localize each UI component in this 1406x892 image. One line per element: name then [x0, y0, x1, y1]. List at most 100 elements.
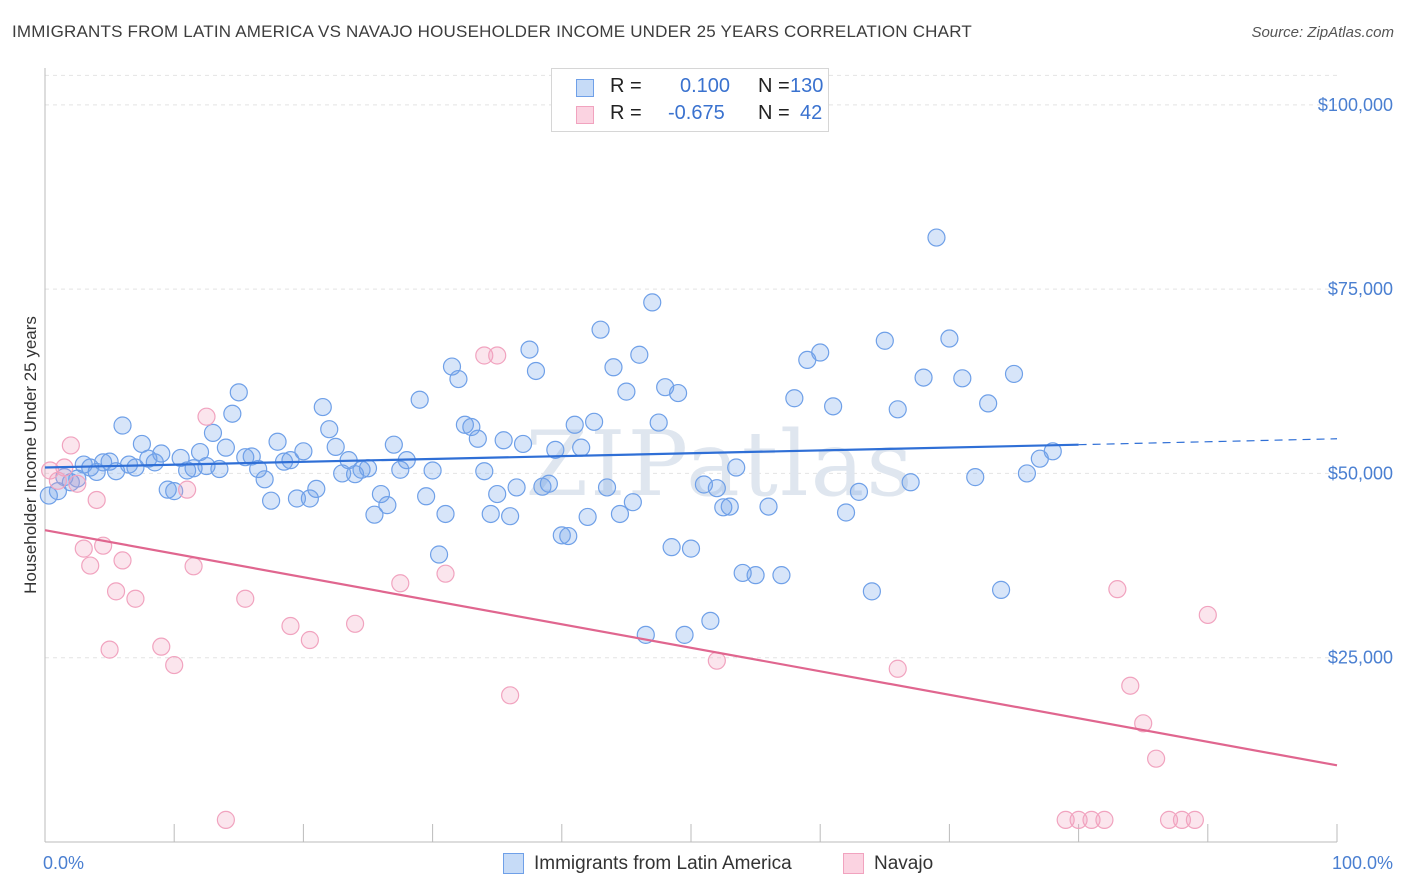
latin-america-point: [578, 507, 597, 527]
navajo-point: [475, 346, 494, 365]
navajo-point: [1121, 676, 1140, 695]
latin-america-point: [811, 343, 830, 362]
latin-america-point: [727, 458, 746, 477]
navajo-point: [488, 346, 507, 365]
latin-america-point: [565, 415, 584, 434]
legend-r-value: 0.100: [680, 75, 731, 97]
latin-america-point: [126, 458, 145, 477]
navajo-point: [100, 640, 119, 659]
latin-america-point: [384, 435, 403, 454]
x-tick-label-max: 100.0%: [1332, 853, 1393, 873]
navajo-point: [113, 551, 132, 570]
x-tick-labels: 0.0% 100.0%: [43, 853, 1393, 873]
latin-america-point: [87, 462, 106, 482]
latin-america-point: [772, 566, 791, 585]
latin-america-point: [475, 462, 494, 481]
navajo-point: [1134, 714, 1153, 733]
navajo-point: [106, 582, 126, 601]
latin-america-point: [468, 429, 487, 448]
latin-america-trend-extension: [1078, 438, 1338, 446]
latin-america-point: [1043, 442, 1062, 461]
latin-america-point: [307, 479, 326, 499]
latin-america-point: [1017, 464, 1037, 483]
x-tick-label-min: 0.0%: [43, 853, 84, 873]
latin-america-point: [604, 358, 623, 377]
navajo-point: [1069, 810, 1088, 829]
latin-america-point: [488, 484, 507, 504]
latin-america-point: [268, 432, 287, 451]
legend-n-value: 42: [800, 102, 823, 124]
y-axis-label: Householder Income Under 25 years: [21, 316, 40, 594]
latin-america-point: [785, 389, 804, 408]
navajo-point: [165, 655, 184, 675]
latin-america-point: [203, 423, 223, 442]
series-navajo-points: [41, 346, 1217, 829]
navajo-point: [436, 564, 455, 583]
trend-lines: [44, 438, 1338, 767]
latin-america-point: [901, 473, 920, 492]
latin-america-point: [649, 413, 668, 432]
y-tick-label: $50,000: [1328, 463, 1393, 483]
latin-america-point: [481, 504, 500, 524]
latin-america-point: [552, 526, 571, 545]
navajo-point: [197, 407, 216, 426]
latin-america-point: [714, 498, 733, 517]
navajo-point: [391, 574, 410, 593]
latin-america-point: [623, 493, 642, 512]
latin-america-point: [223, 404, 242, 423]
latin-america-point: [966, 468, 985, 487]
latin-america-point: [979, 394, 998, 413]
latin-america-point: [236, 448, 255, 467]
latin-america-point: [358, 459, 378, 478]
latin-america-point: [365, 505, 384, 524]
navajo-point: [152, 637, 171, 656]
latin-america-point: [320, 420, 339, 439]
navajo-point: [707, 651, 726, 670]
latin-america-point: [300, 489, 319, 508]
y-tick-label: $100,000: [1318, 95, 1393, 115]
latin-america-point: [546, 440, 565, 459]
latin-america-point: [643, 293, 662, 312]
navajo-point: [87, 490, 106, 510]
latin-america-point: [914, 368, 933, 387]
latin-america-point: [229, 383, 248, 402]
latin-america-point: [249, 459, 268, 479]
navajo-point: [1095, 810, 1114, 829]
latin-america-point: [668, 383, 688, 403]
navajo-point: [178, 480, 197, 499]
latin-america-point: [436, 504, 455, 524]
latin-america-point: [759, 497, 778, 516]
latin-america-trend-line: [44, 443, 1079, 469]
latin-america-point: [862, 582, 881, 601]
navajo-point: [216, 810, 235, 829]
navajo-point: [1159, 810, 1179, 829]
latin-america-point: [720, 497, 739, 516]
legend-r-label: R =: [610, 102, 642, 124]
latin-america-point: [152, 444, 171, 463]
navajo-point: [281, 616, 300, 636]
latin-america-point: [675, 625, 694, 644]
latin-america-point: [662, 538, 681, 557]
latin-america-point: [507, 478, 526, 497]
latin-america-point: [559, 526, 578, 546]
latin-america-point: [462, 417, 481, 437]
navajo-point: [1198, 605, 1217, 625]
legend-n-label: N =: [758, 75, 790, 97]
latin-america-point: [572, 438, 591, 457]
legend-r-label: R =: [610, 75, 642, 97]
latin-america-point: [591, 320, 610, 339]
latin-america-point: [701, 611, 720, 630]
latin-america-point: [513, 434, 533, 454]
latin-america-point: [281, 451, 300, 470]
navajo-point: [74, 539, 93, 558]
latin-america-point: [520, 340, 539, 359]
legend-swatch-blue: [576, 79, 594, 97]
navajo-point: [184, 557, 203, 576]
navajo-point: [345, 614, 365, 633]
latin-america-point: [255, 470, 274, 489]
latin-america-point: [836, 503, 856, 522]
navajo-point: [501, 686, 520, 705]
legend-n-value: 130: [790, 75, 824, 97]
latin-america-point: [1004, 364, 1024, 384]
